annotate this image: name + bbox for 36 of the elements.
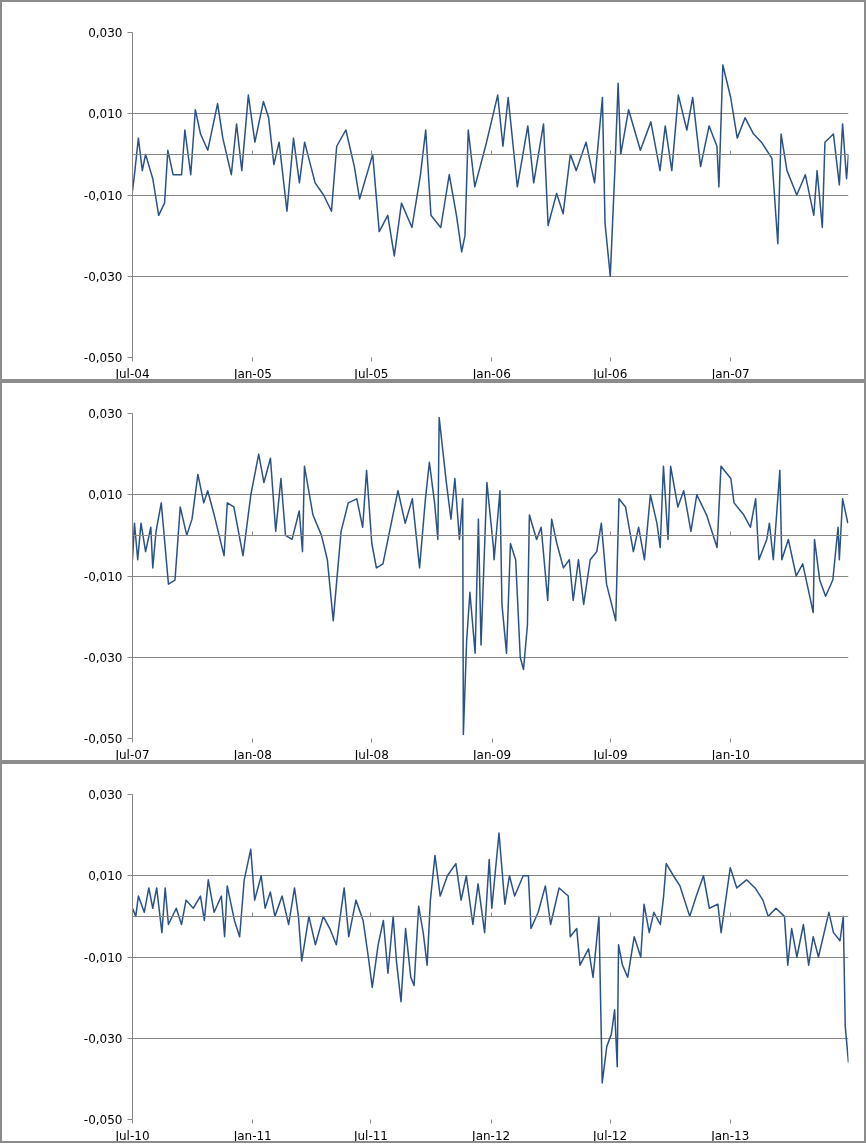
line-series (132, 832, 849, 1084)
y-tick-label: -0,030 (83, 269, 123, 284)
y-tick-label: 0,030 (88, 407, 123, 421)
x-tick-label: Jan-05 (232, 366, 272, 381)
line-series (132, 64, 849, 277)
y-tick-label: 0,030 (88, 788, 123, 802)
line-series (132, 416, 849, 736)
x-tick-label: Jan-09 (472, 747, 512, 762)
y-tick-label: 0,010 (88, 107, 123, 122)
y-tick-label: -0,010 (83, 188, 123, 203)
y-tick-label: 0,010 (88, 488, 123, 503)
x-tick-label: Jul-11 (352, 1128, 388, 1143)
x-tick-label: Jul-04 (114, 366, 150, 381)
x-tick-label: Jan-11 (232, 1128, 272, 1143)
x-tick-label: Jan-08 (232, 747, 272, 762)
y-tick-label: -0,050 (83, 732, 123, 746)
y-tick-label: -0,050 (83, 351, 123, 365)
x-tick-label: Jul-09 (592, 747, 628, 762)
y-tick-label: -0,010 (83, 569, 123, 584)
x-tick-label: Jan-06 (471, 366, 511, 381)
y-tick-label: -0,030 (83, 650, 123, 665)
y-tick-label: -0,030 (83, 1031, 123, 1046)
y-tick-label: 0,030 (88, 26, 123, 40)
y-tick-label: -0,010 (83, 950, 123, 965)
x-tick-label: Jul-08 (353, 747, 389, 762)
x-tick-label: Jul-12 (592, 1128, 628, 1143)
x-tick-label: Jul-06 (592, 366, 628, 381)
x-tick-label: Jan-12 (471, 1128, 511, 1143)
x-tick-label: Jul-05 (353, 366, 389, 381)
y-tick-label: 0,010 (88, 869, 123, 884)
x-tick-label: Jan-10 (710, 747, 750, 762)
x-tick-label: Jul-10 (114, 1128, 150, 1143)
y-tick-label: -0,050 (83, 1113, 123, 1127)
x-tick-label: Jan-13 (710, 1128, 750, 1143)
x-tick-label: Jul-07 (114, 747, 150, 762)
x-tick-label: Jan-07 (710, 366, 750, 381)
